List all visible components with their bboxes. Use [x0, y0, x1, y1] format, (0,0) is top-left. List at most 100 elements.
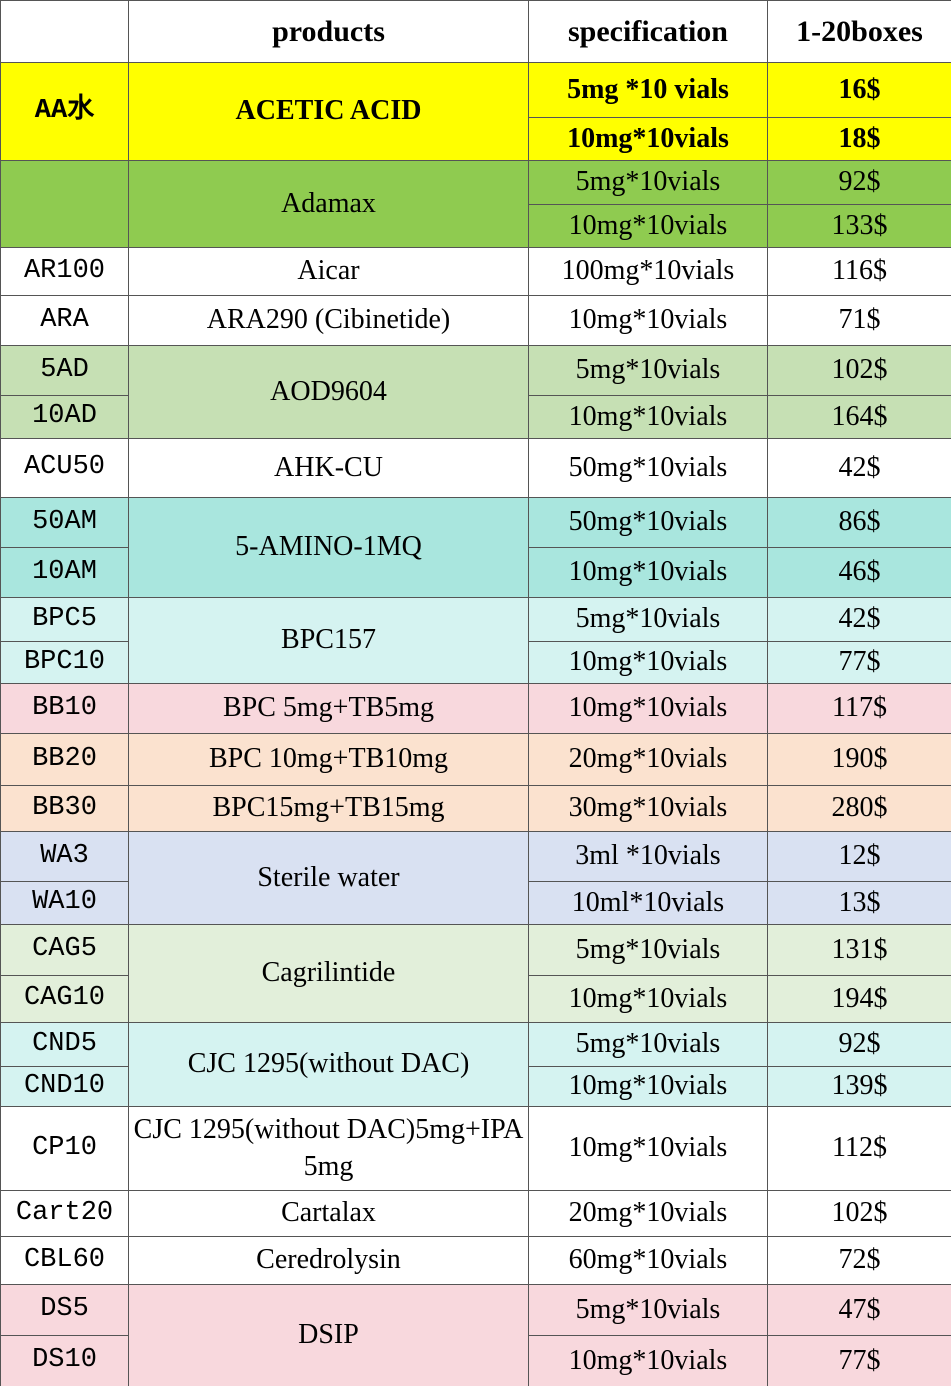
- price-cell: 86$: [767, 497, 951, 548]
- price-cell: 164$: [767, 395, 951, 439]
- header-cell: products: [128, 0, 529, 63]
- spec-cell: 5mg *10 vials: [528, 62, 768, 118]
- spec-cell: 5mg*10vials: [528, 924, 768, 976]
- code-cell: 10AM: [0, 547, 129, 598]
- product-cell: 5-AMINO-1MQ: [128, 497, 529, 598]
- product-cell: ACETIC ACID: [128, 62, 529, 161]
- table-row: 10AD 10mg*10vials 164$: [0, 395, 951, 439]
- code-cell: CP10: [0, 1106, 129, 1191]
- spec-cell: 5mg*10vials: [528, 345, 768, 396]
- table-row: BPC10 10mg*10vials 77$: [0, 641, 951, 684]
- product-cell: Adamax: [128, 160, 529, 248]
- table-row: CND10 10mg*10vials 139$: [0, 1066, 951, 1107]
- price-cell: 47$: [767, 1284, 951, 1336]
- table-row: CP10 CJC 1295(without DAC)5mg+IPA 5mg 10mg…: [0, 1106, 951, 1191]
- price-cell: 42$: [767, 597, 951, 642]
- code-cell: 5AD: [0, 345, 129, 396]
- spec-cell: 10mg*10vials: [528, 204, 768, 248]
- price-cell: 13$: [767, 881, 951, 925]
- spec-cell: 10mg*10vials: [528, 1335, 768, 1386]
- product-cell: AHK-CU: [128, 438, 529, 498]
- price-cell: 92$: [767, 1022, 951, 1067]
- code-cell: CAG10: [0, 975, 129, 1023]
- code-cell: ACU50: [0, 438, 129, 498]
- product-cell: BPC 5mg+TB5mg: [128, 683, 529, 734]
- spec-cell: 10mg*10vials: [528, 1066, 768, 1107]
- table-row: DS5 DSIP 5mg*10vials 47$: [0, 1284, 951, 1386]
- price-cell: 116$: [767, 247, 951, 296]
- spec-cell: 30mg*10vials: [528, 785, 768, 832]
- header-cell: 1-20boxes: [767, 0, 951, 63]
- code-cell: BB20: [0, 733, 129, 786]
- product-cell: BPC15mg+TB15mg: [128, 785, 529, 832]
- table-row: BB30 BPC15mg+TB15mg 30mg*10vials 280$: [0, 785, 951, 832]
- price-cell: 131$: [767, 924, 951, 976]
- table-row: DS10 10mg*10vials 77$: [0, 1335, 951, 1386]
- product-cell: ARA290 (Cibinetide): [128, 295, 529, 346]
- code-cell: BPC5: [0, 597, 129, 642]
- price-cell: 42$: [767, 438, 951, 498]
- table-row: ACU50 AHK-CU 50mg*10vials 42$: [0, 438, 951, 498]
- code-cell: CND5: [0, 1022, 129, 1067]
- code-cell: BPC10: [0, 641, 129, 684]
- spec-cell: 10mg*10vials: [528, 395, 768, 439]
- spec-cell: 20mg*10vials: [528, 733, 768, 786]
- code-cell: BB30: [0, 785, 129, 832]
- code-cell: 50AM: [0, 497, 129, 548]
- spec-cell: 10mg*10vials: [528, 641, 768, 684]
- spec-cell: 5mg*10vials: [528, 597, 768, 642]
- price-cell: 194$: [767, 975, 951, 1023]
- code-cell: CBL60: [0, 1236, 129, 1285]
- spec-cell: 10mg*10vials: [528, 975, 768, 1023]
- price-cell: 190$: [767, 733, 951, 786]
- code-cell: AR100: [0, 247, 129, 296]
- table-row: AA水 ACETIC ACID 5mg *10 vials 16$: [0, 62, 951, 161]
- price-cell: 77$: [767, 1335, 951, 1386]
- price-cell: 92$: [767, 160, 951, 205]
- price-cell: 12$: [767, 831, 951, 882]
- product-cell: CJC 1295(without DAC)5mg+IPA 5mg: [128, 1106, 529, 1191]
- table-row: 10mg*10vials 18$: [1, 117, 951, 161]
- spec-cell: 5mg*10vials: [528, 160, 768, 205]
- spec-cell: 10mg*10vials: [528, 1106, 768, 1191]
- code-cell: DS5: [0, 1284, 129, 1336]
- product-cell: AOD9604: [128, 345, 529, 439]
- spec-cell: 10ml*10vials: [528, 881, 768, 925]
- code-cell: AA水: [0, 62, 129, 161]
- product-cell: DSIP: [128, 1284, 529, 1386]
- price-cell: 16$: [767, 62, 951, 118]
- header-cell: specification: [528, 0, 768, 63]
- table-row: BB20 BPC 10mg+TB10mg 20mg*10vials 190$: [0, 733, 951, 786]
- spec-cell: 10mg*10vials: [528, 547, 768, 598]
- table-row: WA3 Sterile water 3ml *10vials 12$: [0, 831, 951, 925]
- price-cell: 102$: [767, 345, 951, 396]
- code-cell: WA10: [0, 881, 129, 925]
- product-cell: BPC 10mg+TB10mg: [128, 733, 529, 786]
- table-row: 5AD AOD9604 5mg*10vials 102$: [0, 345, 951, 439]
- spec-cell: 5mg*10vials: [528, 1022, 768, 1067]
- spec-cell: 3ml *10vials: [528, 831, 768, 882]
- spec-cell: 10mg*10vials: [528, 683, 768, 734]
- price-cell: 117$: [767, 683, 951, 734]
- table-row: CAG10 10mg*10vials 194$: [0, 975, 951, 1023]
- price-cell: 133$: [767, 204, 951, 248]
- code-cell: [0, 160, 129, 248]
- spec-cell: 60mg*10vials: [528, 1236, 768, 1285]
- price-cell: 139$: [767, 1066, 951, 1107]
- table-row: CBL60 Ceredrolysin 60mg*10vials 72$: [0, 1236, 951, 1285]
- code-cell: WA3: [0, 831, 129, 882]
- table-row: AR100 Aicar 100mg*10vials 116$: [0, 247, 951, 296]
- spec-cell: 20mg*10vials: [528, 1190, 768, 1237]
- product-cell: Sterile water: [128, 831, 529, 925]
- table-row: CAG5 Cagrilintide 5mg*10vials 131$: [0, 924, 951, 1023]
- code-cell: DS10: [0, 1335, 129, 1386]
- table-row: BB10 BPC 5mg+TB5mg 10mg*10vials 117$: [0, 683, 951, 734]
- code-cell: CND10: [0, 1066, 129, 1107]
- product-cell: CJC 1295(without DAC): [128, 1022, 529, 1107]
- header-cell: [0, 0, 129, 63]
- price-cell: 112$: [767, 1106, 951, 1191]
- table-row: ARA ARA290 (Cibinetide) 10mg*10vials 71$: [0, 295, 951, 346]
- code-cell: BB10: [0, 683, 129, 734]
- header-row: products specification 1-20boxes: [0, 0, 951, 63]
- product-cell: Ceredrolysin: [128, 1236, 529, 1285]
